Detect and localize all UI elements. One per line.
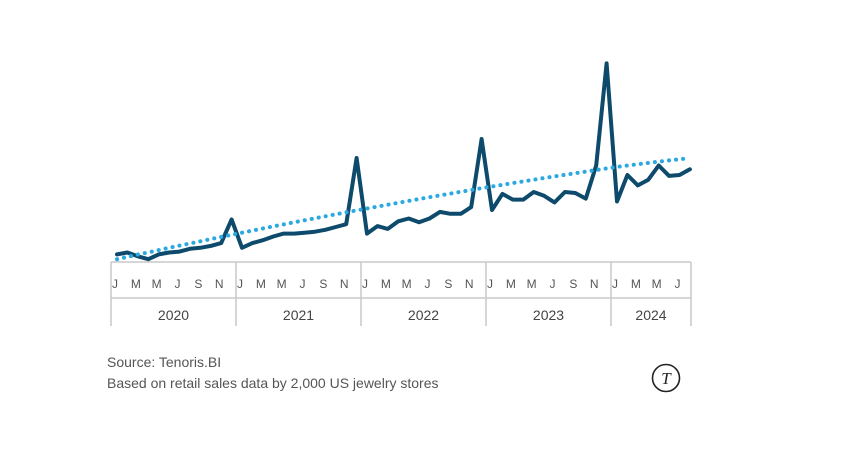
x-axis (110, 261, 692, 326)
month-tick-label: J (550, 277, 556, 291)
month-tick-label: M (381, 277, 391, 291)
month-tick-label: J (675, 277, 681, 291)
logo-glyph: T (661, 369, 672, 388)
tenoris-logo-icon: T (651, 363, 681, 393)
month-tick-label: M (256, 277, 266, 291)
month-tick-label: M (152, 277, 162, 291)
month-tick-label: J (300, 277, 306, 291)
trend-line-dotted (115, 156, 692, 262)
month-tick-label: S (444, 277, 452, 291)
month-tick-label: J (612, 277, 618, 291)
month-tick-label: J (425, 277, 431, 291)
month-tick-label: N (465, 277, 474, 291)
year-label: 2021 (283, 307, 314, 323)
series-group (115, 61, 692, 262)
year-label: 2022 (408, 307, 439, 323)
sales-line (115, 61, 692, 262)
month-tick-label: N (340, 277, 349, 291)
month-tick-label: J (175, 277, 181, 291)
year-label: 2024 (635, 307, 666, 323)
month-tick-label: J (237, 277, 243, 291)
note-text: Based on retail sales data by 2,000 US j… (107, 375, 439, 391)
month-tick-label: M (402, 277, 412, 291)
month-tick-label: J (362, 277, 368, 291)
month-tick-label: M (131, 277, 141, 291)
month-tick-label: S (194, 277, 202, 291)
month-tick-label: J (112, 277, 118, 291)
year-label: 2023 (533, 307, 564, 323)
month-tick-label: N (590, 277, 599, 291)
month-tick-label: J (487, 277, 493, 291)
month-tick-label: M (631, 277, 641, 291)
month-tick-label: S (569, 277, 577, 291)
year-label: 2020 (158, 307, 189, 323)
month-tick-label: N (215, 277, 224, 291)
month-tick-label: M (277, 277, 287, 291)
month-tick-label: M (506, 277, 516, 291)
month-tick-label: S (319, 277, 327, 291)
month-tick-label: M (527, 277, 537, 291)
month-tick-label: M (652, 277, 662, 291)
source-text: Source: Tenoris.BI (107, 354, 222, 370)
